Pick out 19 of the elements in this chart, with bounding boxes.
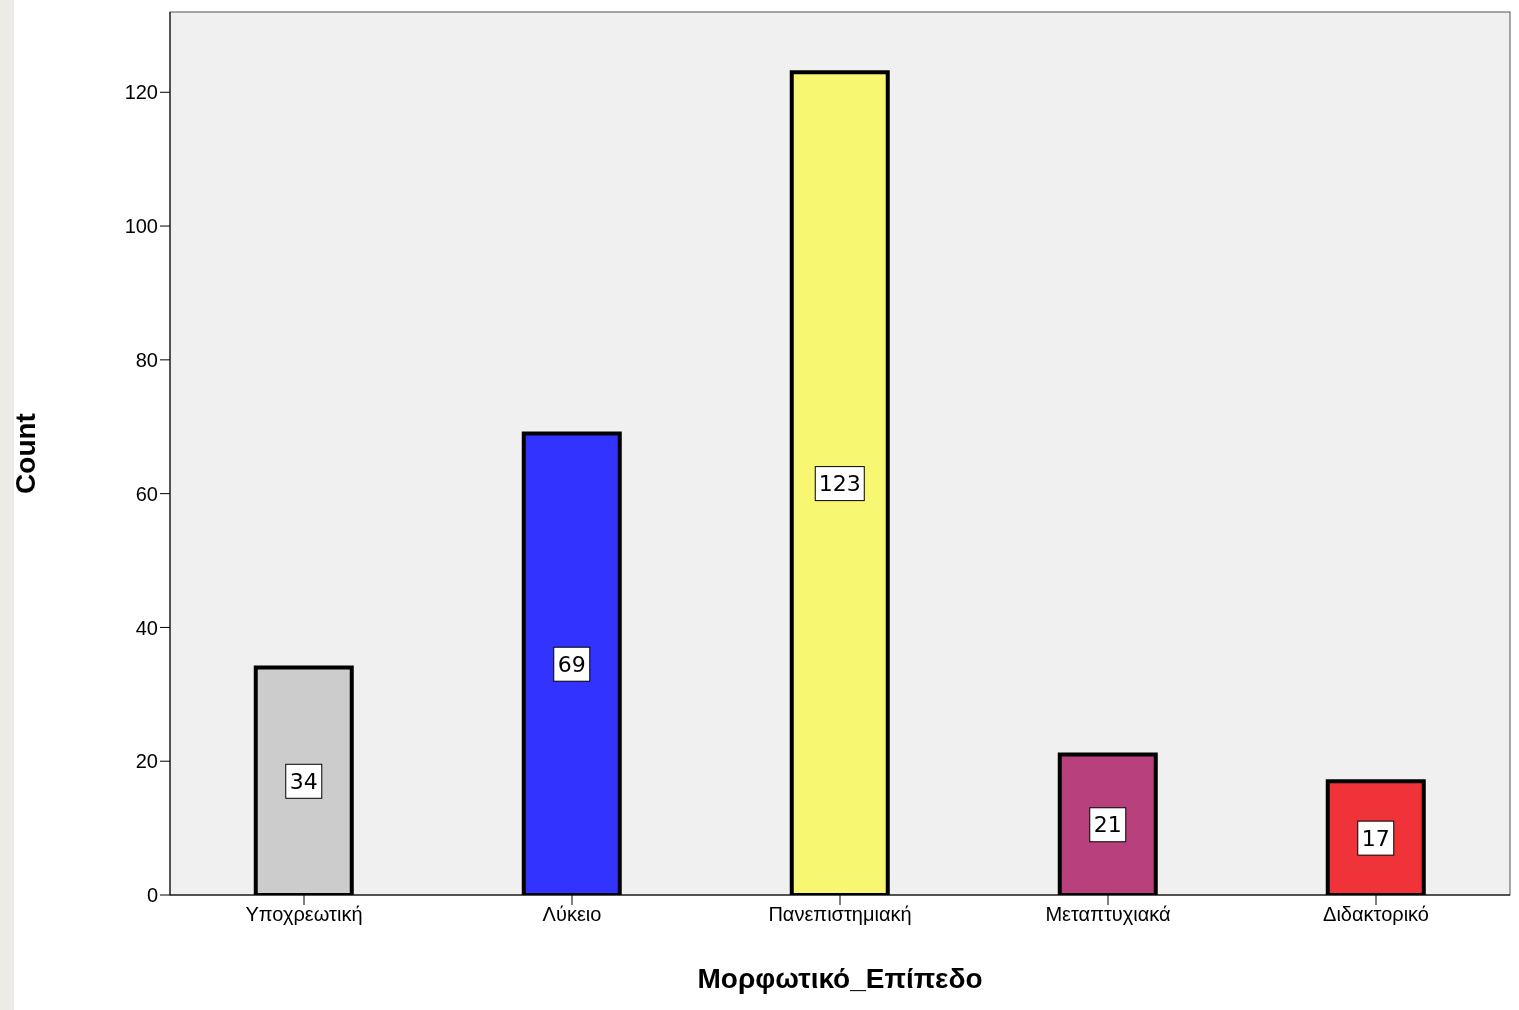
data-label: 123 (818, 471, 861, 497)
y-tick-label: 100 (124, 215, 158, 238)
x-tick-label: Διδακτορικό (1323, 903, 1429, 926)
y-tick-label: 120 (124, 81, 158, 104)
data-label: 17 (1361, 825, 1390, 851)
x-tick-label: Υποχρεωτική (245, 903, 363, 926)
y-axis-title: Count (9, 413, 41, 494)
data-label: 69 (557, 651, 586, 677)
x-tick-label: Μεταπτυχιακά (1045, 903, 1171, 926)
x-tick-label: Πανεπιστημιακή (768, 903, 912, 926)
y-tick-label: 80 (135, 348, 158, 371)
y-tick-label: 60 (135, 482, 158, 505)
y-tick-label: 0 (146, 884, 158, 907)
x-tick-label: Λύκειο (542, 903, 602, 926)
y-tick-label: 20 (135, 750, 158, 773)
data-label: 21 (1093, 812, 1122, 838)
data-label: 34 (289, 768, 318, 794)
y-tick-label: 40 (135, 616, 158, 639)
x-axis-title: Μορφωτικό_Επίπεδο (697, 963, 983, 994)
